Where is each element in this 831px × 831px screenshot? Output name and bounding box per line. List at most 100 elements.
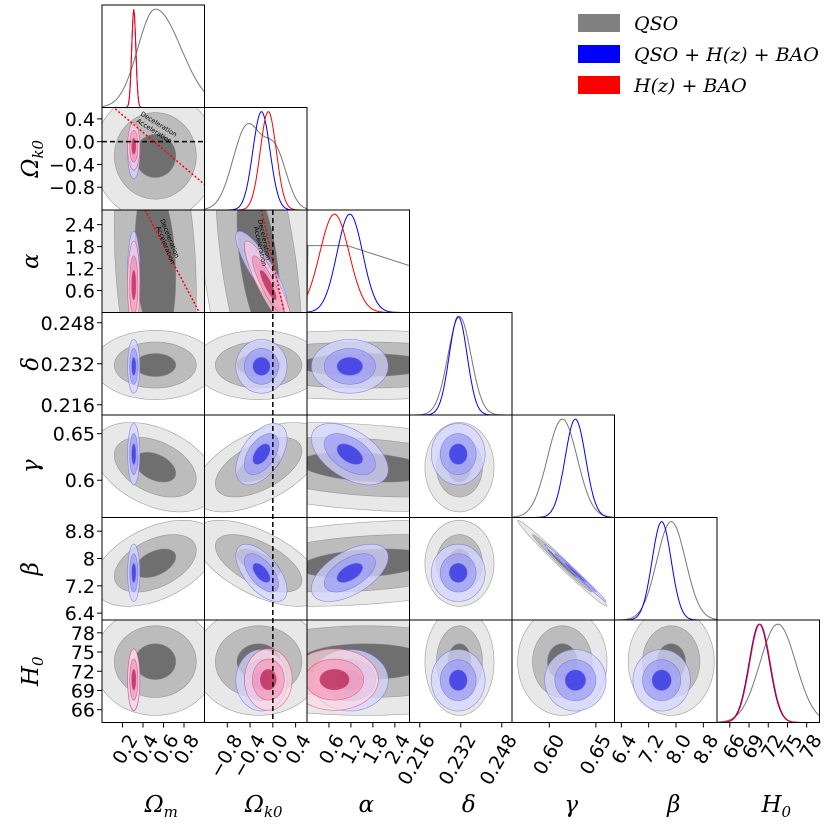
marginal-curve-h-z-bao [204,111,307,210]
marginal-curve-qso [204,122,307,210]
panel-Om-Ok0 [102,107,205,210]
y-tick-label-gamma: 0.6 [65,470,95,492]
y-tick-label-Ok0: 0.0 [65,132,95,154]
y-axis-label-subscript: 0 [29,656,47,666]
panel-frame-delta-delta [409,312,513,416]
x-axis-label-subscript: m [164,803,178,821]
marginal-curve-qso-h-z-bao [512,418,615,518]
x-tick-label-Ok0: 0.4 [282,731,316,768]
marginal-curve-qso-h-z-bao [307,213,410,313]
legend-swatch-0 [578,14,620,32]
panel-Ok0-alpha [204,210,307,313]
panel-alpha-delta [307,330,410,400]
y-tick-label-alpha: 1.8 [65,237,95,259]
panel-beta-H0 [627,620,715,716]
x-axis-label-subscript: 0 [782,803,792,821]
y-tick-label-beta: 8 [83,549,95,571]
legend: QSO QSO + H(z) + BAO H(z) + BAO [578,13,819,97]
marginal-alpha [307,213,410,313]
x-tick-label-gamma: 0.60 [529,731,569,779]
panel-delta-H0 [424,620,495,716]
marginal-curve-qso [717,623,820,723]
contour-h-z-bao-3sigma [131,138,137,155]
y-tick-label-alpha: 2.4 [65,215,95,237]
panel-frame-alpha-alpha [306,209,410,313]
x-axis-label-H0: H0 [760,792,791,821]
marginal-curve-qso [307,245,410,313]
panel-delta-gamma [424,422,495,513]
panel-frame-Ok0-Ok0 [204,107,308,211]
marginal-curve-qso [102,8,205,108]
marginal-Ok0 [204,111,307,210]
x-tick-label-beta: 6.4 [607,731,641,768]
y-tick-label-Ok0: 0.4 [65,109,95,131]
contour-qso-h-z-bao-3sigma [252,443,271,465]
y-tick-label-beta: 8.8 [65,521,95,543]
contour-qso-h-z-bao-3sigma [448,443,468,465]
contours-layer [102,107,715,716]
marginal-gamma [512,418,615,518]
contour-qso-h-z-bao-3sigma [252,563,271,583]
panel-alpha-H0 [307,620,410,716]
legend-swatch-2 [578,76,620,94]
y-tick-label-delta: 0.216 [41,395,95,417]
y-tick-label-beta: 6.4 [65,603,95,625]
y-tick-label-gamma: 0.65 [53,424,95,446]
marginal-curve-h-z-bao [717,623,820,723]
panel-frame-Om-Om [101,4,205,108]
contour-qso-h-z-bao-3sigma [448,669,468,691]
x-tick-label-beta: 8.0 [662,731,696,768]
y-axis-label-beta: β [18,562,44,576]
panel-delta-beta [424,519,495,607]
y-axis-label-H0: H0 [18,656,47,687]
panel-Om-alpha [102,210,205,313]
marginal-delta [409,316,512,415]
panel-Ok0-H0 [204,620,307,716]
contour-qso-3sigma [134,353,177,377]
y-tick-label-beta: 7.2 [65,576,95,598]
panel-frame-H0-H0 [716,619,820,723]
x-axis-label-Om: Ωm [144,792,178,821]
deceleration-line [260,210,285,313]
marginal-curve-qso [512,418,615,518]
contour-qso-h-z-bao-3sigma [336,356,363,376]
panel-Ok0-beta [204,520,307,607]
marginal-curve-qso-h-z-bao [204,111,307,210]
x-axis-label-gamma: γ [564,792,578,818]
y-tick-label-delta: 0.248 [41,313,95,335]
contour-qso-3sigma [134,643,177,680]
panel-frame-beta-beta [614,517,718,621]
legend-label-1: QSO + H(z) + BAO [634,44,819,66]
y-axis-label-subscript: k0 [29,139,47,158]
x-tick-label-delta: 0.232 [435,731,481,789]
panel-Ok0-delta [204,330,307,400]
marginal-Om [102,8,205,108]
x-axis-label-beta: β [666,792,680,818]
panel-Om-delta [102,330,205,400]
panel-Om-beta [102,520,205,607]
x-tick-label-beta: 8.8 [689,731,723,768]
marginal-curve-qso-h-z-bao [409,316,512,415]
contour-qso-h-z-bao-3sigma [131,443,137,465]
y-axis-label-delta: δ [18,357,44,371]
panel-alpha-gamma [307,422,410,513]
contour-qso-h-z-bao-3sigma [252,356,271,376]
y-tick-label-H0: 75 [71,642,95,664]
contour-qso-h-z-bao-3sigma [336,443,363,465]
x-axis-label-subscript: k0 [264,803,283,821]
panel-Om-gamma [102,422,205,513]
x-axis-label-alpha: α [358,792,374,818]
x-tick-label-Om: 0.8 [170,731,204,768]
contour-qso-h-z-bao-3sigma [564,563,586,583]
marginal-curve-h-z-bao [102,9,205,108]
legend-label-0: QSO [634,13,679,35]
deceleration-line [144,210,201,313]
panel-Ok0-gamma [204,422,307,513]
contour-qso-h-z-bao-3sigma [131,356,137,376]
x-tick-label-delta: 0.248 [476,731,522,789]
contour-qso-h-z-bao-3sigma [336,563,363,583]
y-tick-label-H0: 69 [71,680,95,702]
x-tick-label-beta: 7.2 [635,731,669,768]
contour-qso-h-z-bao-3sigma [131,563,137,583]
contour-h-z-bao-3sigma [319,668,350,691]
